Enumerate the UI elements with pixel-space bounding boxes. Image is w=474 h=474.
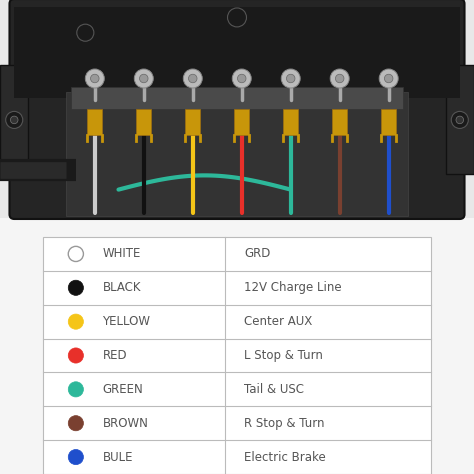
Text: RED: RED [102, 349, 127, 362]
Bar [0, 0, 474, 218]
Text: YELLOW: YELLOW [102, 315, 150, 328]
Circle shape [189, 74, 197, 83]
Bar [446, 65, 474, 174]
Circle shape [85, 69, 104, 88]
FancyBboxPatch shape [136, 109, 151, 135]
Text: BULE: BULE [102, 451, 133, 464]
Bar [43, 237, 431, 474]
Circle shape [379, 69, 398, 88]
Circle shape [68, 449, 83, 465]
Circle shape [10, 116, 18, 124]
Bar [0, 65, 28, 174]
Circle shape [68, 416, 83, 431]
Circle shape [281, 69, 300, 88]
Circle shape [68, 348, 83, 363]
Circle shape [77, 24, 94, 41]
FancyBboxPatch shape [87, 109, 102, 135]
Circle shape [68, 382, 83, 397]
Circle shape [330, 69, 349, 88]
Text: GRD: GRD [244, 247, 271, 260]
Circle shape [336, 74, 344, 83]
Text: BROWN: BROWN [102, 417, 148, 430]
Circle shape [183, 69, 202, 88]
Text: R Stop & Turn: R Stop & Turn [244, 417, 325, 430]
Bar [66, 91, 408, 216]
Circle shape [286, 74, 295, 83]
Bar [71, 87, 403, 109]
FancyBboxPatch shape [9, 0, 465, 219]
Circle shape [139, 74, 148, 83]
Text: L Stop & Turn: L Stop & Turn [244, 349, 323, 362]
FancyBboxPatch shape [332, 109, 347, 135]
Circle shape [237, 74, 246, 83]
FancyBboxPatch shape [381, 109, 396, 135]
Circle shape [228, 8, 246, 27]
FancyBboxPatch shape [185, 109, 201, 135]
FancyBboxPatch shape [234, 109, 249, 135]
Text: Tail & USC: Tail & USC [244, 383, 304, 396]
Circle shape [456, 116, 464, 124]
Text: GREEN: GREEN [102, 383, 143, 396]
Bar [14, 7, 460, 98]
Text: Center AUX: Center AUX [244, 315, 312, 328]
Text: Electric Brake: Electric Brake [244, 451, 326, 464]
Circle shape [91, 74, 99, 83]
Circle shape [384, 74, 393, 83]
Circle shape [68, 280, 83, 295]
Text: BLACK: BLACK [102, 281, 141, 294]
Text: 12V Charge Line: 12V Charge Line [244, 281, 342, 294]
Circle shape [232, 69, 251, 88]
Circle shape [451, 111, 468, 128]
Circle shape [6, 111, 23, 128]
Circle shape [134, 69, 153, 88]
FancyBboxPatch shape [283, 109, 298, 135]
Circle shape [68, 314, 83, 329]
Circle shape [68, 246, 83, 262]
Text: WHITE: WHITE [102, 247, 141, 260]
